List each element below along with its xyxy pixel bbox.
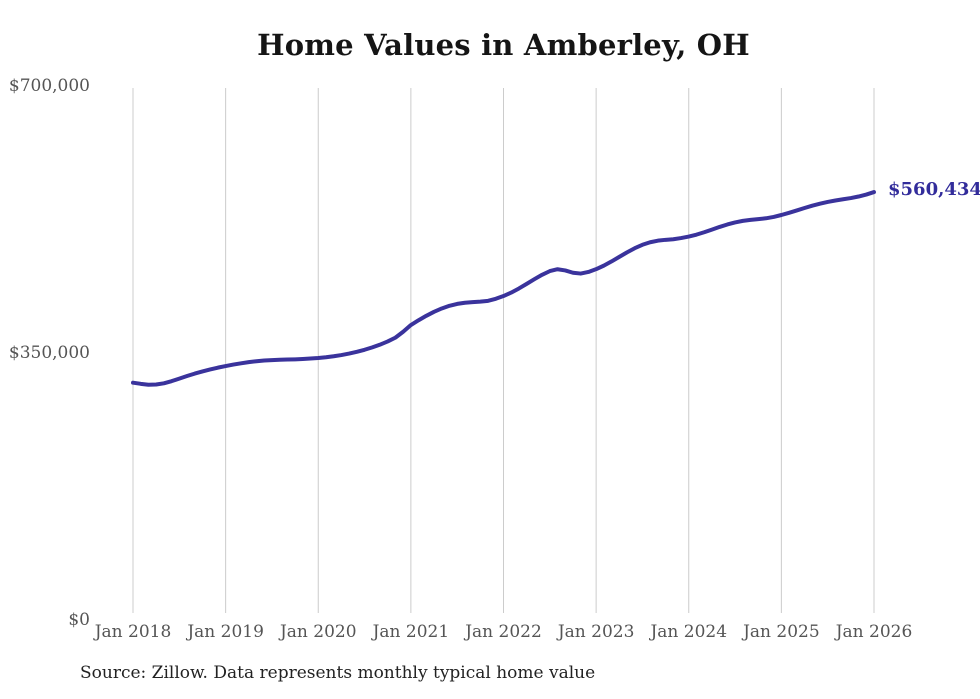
home-value-line <box>131 190 876 387</box>
x-axis-tick-label: Jan 2022 <box>465 622 542 642</box>
x-axis-tick-label: Jan 2026 <box>835 622 913 642</box>
x-axis-tick-label: Jan 2020 <box>279 622 357 642</box>
x-axis-tick-label: Jan 2018 <box>94 622 172 642</box>
x-axis-tick-label: Jan 2024 <box>650 622 728 642</box>
y-axis-tick-label: $700,000 <box>8 75 90 96</box>
y-axis-tick-label: $350,000 <box>8 342 90 363</box>
x-axis-tick-label: Jan 2019 <box>187 622 264 642</box>
x-axis-tick-label: Jan 2023 <box>557 622 635 642</box>
y-axis-tick-label: $0 <box>68 610 90 630</box>
x-axis-tick-label: Jan 2025 <box>743 622 820 642</box>
chart-title: Home Values in Amberley, OH <box>257 28 750 62</box>
source-note: Source: Zillow. Data represents monthly … <box>80 663 596 683</box>
x-axis-tick-label: Jan 2021 <box>372 622 450 642</box>
end-value-label: $560,434 <box>888 179 980 201</box>
